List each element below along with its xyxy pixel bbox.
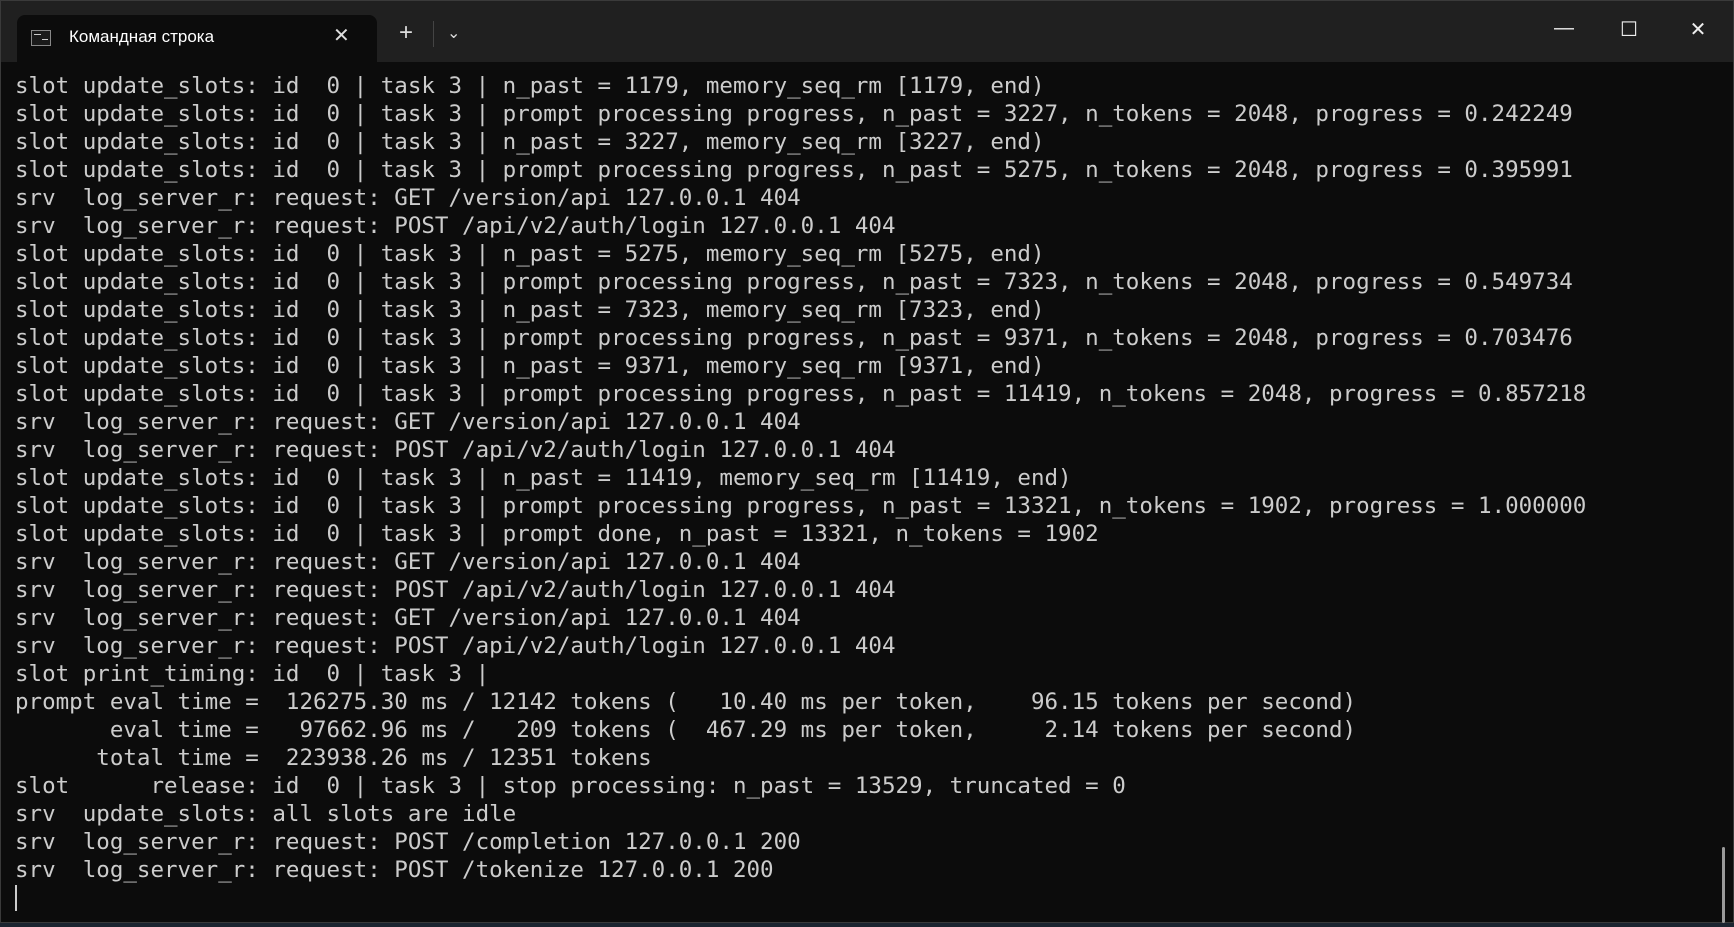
terminal-line: srv log_server_r: request: GET /version/… bbox=[15, 185, 801, 211]
terminal-line: srv log_server_r: request: POST /complet… bbox=[15, 829, 801, 855]
tab-title: Командная строка bbox=[69, 27, 215, 46]
scrollbar[interactable] bbox=[1722, 847, 1725, 923]
terminal-line: slot update_slots: id 0 | task 3 | n_pas… bbox=[15, 353, 1045, 379]
terminal-line: slot update_slots: id 0 | task 3 | promp… bbox=[15, 493, 1587, 519]
tab-command-prompt[interactable]: Командная строка ✕ bbox=[17, 15, 377, 62]
terminal-line: srv log_server_r: request: GET /version/… bbox=[15, 605, 801, 631]
chevron-down-icon[interactable]: ⌄ bbox=[447, 25, 461, 42]
terminal-line: srv log_server_r: request: POST /api/v2/… bbox=[15, 213, 896, 239]
terminal-line: slot update_slots: id 0 | task 3 | n_pas… bbox=[15, 129, 1045, 155]
terminal-line: slot update_slots: id 0 | task 3 | promp… bbox=[15, 269, 1573, 295]
terminal-line: srv log_server_r: request: POST /api/v2/… bbox=[15, 437, 896, 463]
terminal-line: slot update_slots: id 0 | task 3 | promp… bbox=[15, 521, 1099, 547]
cmd-icon bbox=[31, 30, 51, 46]
close-tab-icon[interactable]: ✕ bbox=[333, 25, 350, 47]
terminal-line: total time = 223938.26 ms / 12351 tokens bbox=[15, 745, 652, 771]
terminal-line: slot print_timing: id 0 | task 3 | bbox=[15, 661, 490, 687]
title-bar: Командная строка ✕ + ⌄ — ☐ ✕ bbox=[1, 1, 1733, 62]
terminal-line: slot update_slots: id 0 | task 3 | n_pas… bbox=[15, 241, 1045, 267]
terminal-line: eval time = 97662.96 ms / 209 tokens ( 4… bbox=[15, 717, 1357, 743]
terminal-line: slot update_slots: id 0 | task 3 | promp… bbox=[15, 101, 1573, 127]
terminal-line: slot update_slots: id 0 | task 3 | n_pas… bbox=[15, 297, 1045, 323]
terminal-line: prompt eval time = 126275.30 ms / 12142 … bbox=[15, 689, 1357, 715]
terminal-line: slot update_slots: id 0 | task 3 | promp… bbox=[15, 325, 1573, 351]
divider bbox=[433, 21, 434, 47]
terminal-line: slot update_slots: id 0 | task 3 | promp… bbox=[15, 381, 1587, 407]
minimize-button[interactable]: — bbox=[1554, 17, 1574, 39]
text-cursor bbox=[15, 885, 17, 911]
terminal-line: srv log_server_r: request: GET /version/… bbox=[15, 409, 801, 435]
new-tab-button[interactable]: + bbox=[399, 19, 414, 46]
terminal-output[interactable]: slot update_slots: id 0 | task 3 | n_pas… bbox=[15, 72, 1586, 911]
terminal-line: srv log_server_r: request: POST /api/v2/… bbox=[15, 633, 896, 659]
terminal-line: slot update_slots: id 0 | task 3 | n_pas… bbox=[15, 73, 1045, 99]
terminal-line: slot release: id 0 | task 3 | stop proce… bbox=[15, 773, 1126, 799]
terminal-line: srv log_server_r: request: GET /version/… bbox=[15, 549, 801, 575]
maximize-button[interactable]: ☐ bbox=[1620, 19, 1638, 41]
terminal-line: slot update_slots: id 0 | task 3 | promp… bbox=[15, 157, 1573, 183]
close-window-button[interactable]: ✕ bbox=[1689, 19, 1707, 41]
terminal-line: srv log_server_r: request: POST /api/v2/… bbox=[15, 577, 896, 603]
terminal-line: srv update_slots: all slots are idle bbox=[15, 801, 517, 827]
terminal-line: srv log_server_r: request: POST /tokeniz… bbox=[15, 857, 774, 883]
terminal-line: slot update_slots: id 0 | task 3 | n_pas… bbox=[15, 465, 1072, 491]
